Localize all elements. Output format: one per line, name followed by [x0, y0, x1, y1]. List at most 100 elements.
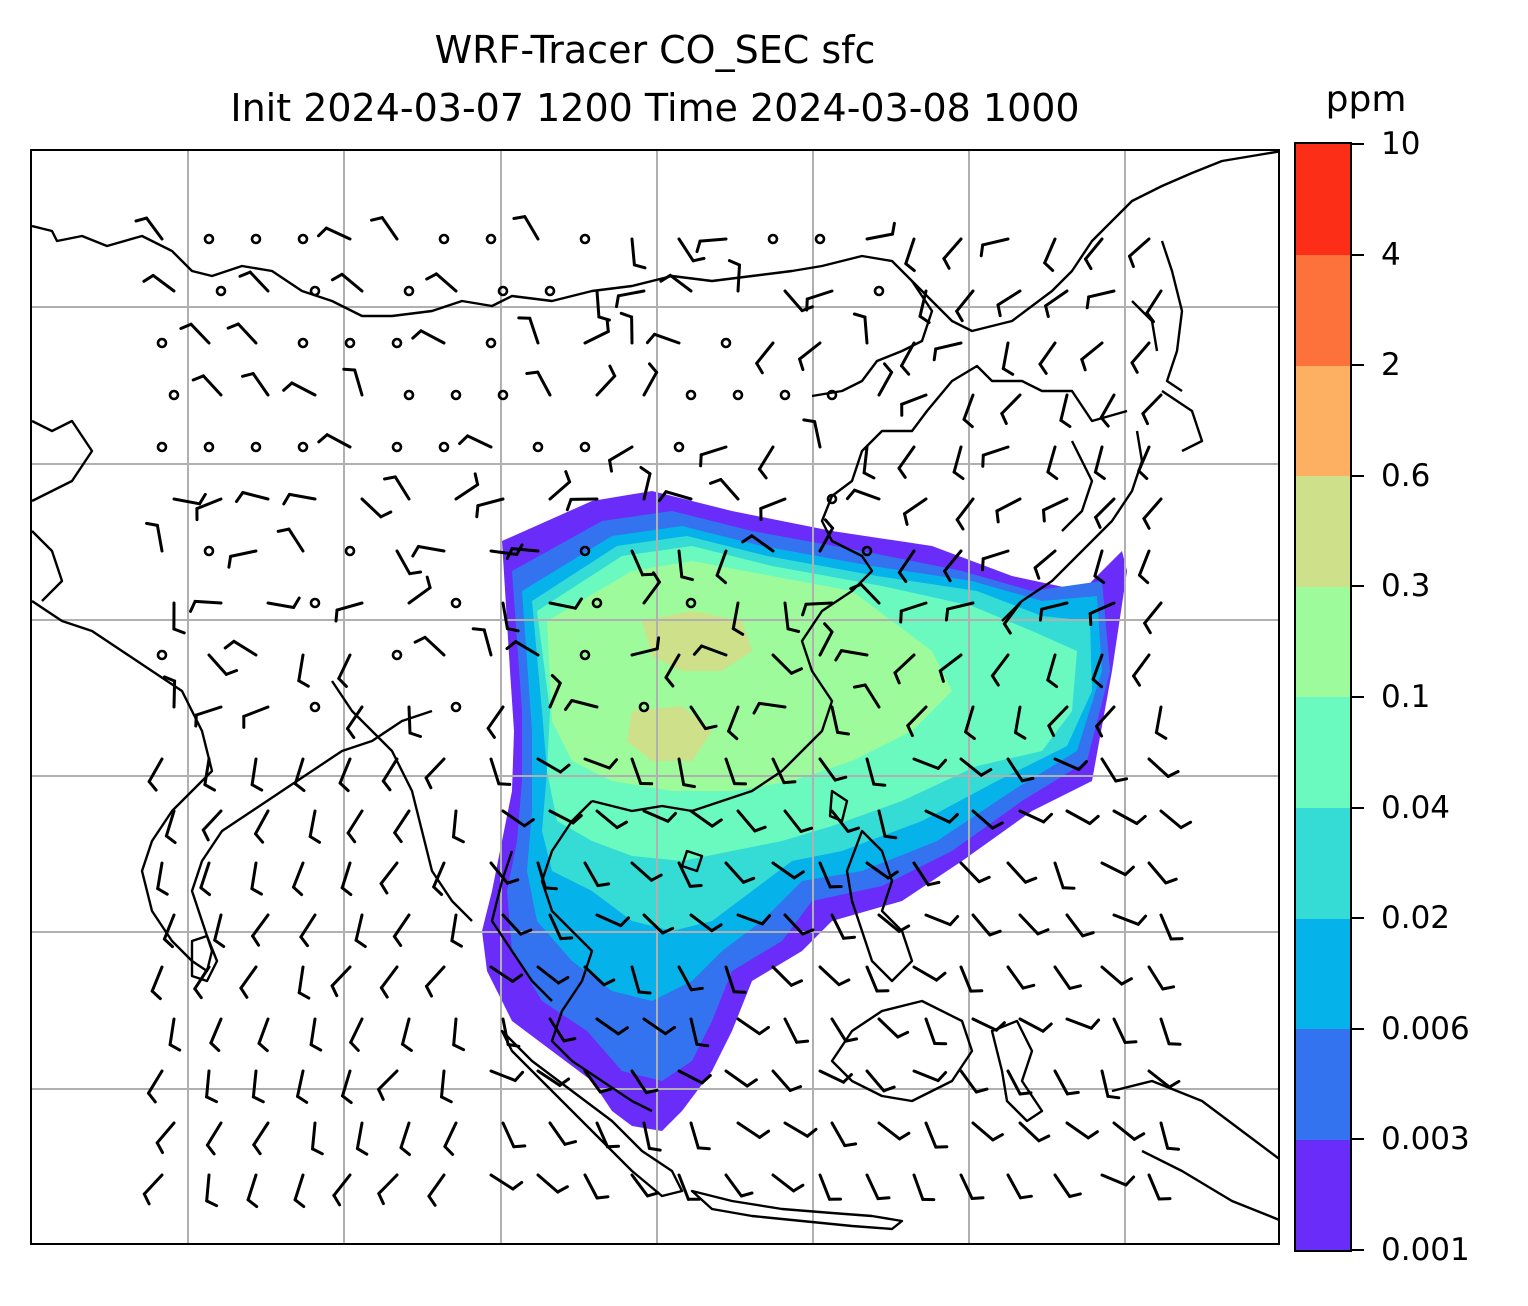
wind-barb-flag	[727, 729, 739, 741]
colorbar-tick	[1352, 806, 1364, 809]
wind-barb-flag	[788, 1085, 802, 1092]
wind-barb-flag	[522, 818, 535, 828]
calm-wind-marker	[168, 389, 180, 401]
coast-okhotsk	[811, 280, 934, 398]
wind-barb-staff	[195, 497, 223, 511]
wind-barb-staff	[757, 701, 787, 709]
wind-barb-staff	[248, 270, 270, 293]
wind-barb-staff	[863, 683, 881, 709]
wind-barb-flag	[309, 1043, 323, 1052]
wind-barb-staff	[425, 965, 446, 988]
calm-wind-marker	[297, 337, 309, 349]
wind-barb-flag	[564, 470, 572, 484]
wind-barb-flag	[399, 1146, 411, 1157]
wind-barb-staff	[330, 965, 352, 988]
wind-barb-staff	[489, 757, 501, 786]
wind-barb-staff	[452, 1017, 458, 1047]
wind-barb-flag	[506, 1043, 521, 1048]
colorbar-tick-label: 0.02	[1381, 900, 1451, 937]
wind-barb-staff	[818, 526, 835, 553]
wind-barb-staff	[1001, 341, 1010, 371]
wind-barb-staff	[194, 705, 223, 717]
wind-barb-flag	[974, 1087, 989, 1094]
wind-barb-flag	[1019, 1194, 1033, 1200]
wind-barb-staff	[877, 370, 894, 397]
wind-barb-staff	[698, 237, 728, 243]
wind-barb-staff	[395, 549, 412, 576]
wind-barb-staff	[630, 757, 643, 785]
calm-wind-marker	[391, 649, 403, 661]
wind-barb-flag	[943, 569, 952, 583]
wind-barb-flag	[452, 1043, 466, 1052]
wind-barb-flag	[655, 636, 661, 651]
wind-barb-staff	[1053, 965, 1072, 990]
wind-barb-flag	[1037, 1134, 1051, 1143]
wind-barb-staff	[715, 549, 728, 577]
wind-barb-staff	[1100, 965, 1124, 986]
wind-barb-staff	[959, 757, 983, 777]
wind-barb-flag	[981, 453, 985, 468]
wind-barb-flag	[900, 364, 911, 376]
wind-barb-staff	[548, 1017, 566, 1043]
wind-barb-staff	[981, 237, 1010, 247]
wind-barb-staff	[536, 965, 560, 985]
calm-wind-marker	[497, 285, 509, 297]
wind-barb-staff	[877, 809, 887, 838]
wind-barb-staff	[1014, 705, 1022, 735]
wind-barb-staff	[689, 809, 714, 828]
wind-barb-flag	[695, 239, 702, 254]
wind-barb-staff	[293, 757, 305, 786]
chart-title-line2: Init 2024-03-07 1200 Time 2024-03-08 100…	[230, 86, 1080, 130]
wind-barb-staff	[340, 272, 364, 293]
wind-barb-flag	[471, 627, 486, 632]
wind-barb-staff	[251, 1069, 258, 1099]
wind-barb-staff	[379, 861, 399, 886]
wind-barb-staff	[416, 545, 446, 553]
wind-barb-flag	[1041, 1022, 1053, 1033]
wind-barb-staff	[677, 1173, 690, 1201]
wind-barb-flag	[574, 597, 583, 610]
wind-barb-staff	[955, 497, 975, 522]
wind-barb-flag	[1141, 412, 1149, 426]
calm-wind-marker	[826, 493, 838, 505]
wind-barb-staff	[308, 809, 317, 838]
wind-barb-staff	[677, 965, 693, 992]
wind-barb-flag	[559, 936, 574, 941]
wind-barb-flag	[155, 1141, 164, 1154]
wind-barb-flag	[936, 1071, 948, 1083]
wind-barb-flag	[932, 347, 938, 362]
calm-wind-marker	[873, 285, 885, 297]
wind-barb-staff	[630, 237, 636, 267]
wind-barb-staff	[290, 381, 317, 397]
wind-barb-flag	[559, 763, 571, 774]
wind-barb-staff	[199, 861, 211, 890]
wind-barb-staff	[213, 913, 223, 942]
wind-barb-staff	[783, 809, 803, 833]
wind-barb-flag	[393, 831, 403, 844]
wind-barb-flag	[842, 935, 856, 940]
wind-barb-flag	[250, 887, 263, 896]
wind-barb-flag	[1132, 674, 1141, 687]
wind-barb-flag	[452, 835, 465, 844]
wind-barb-flag	[619, 916, 630, 928]
wind-barb-flag	[632, 263, 647, 270]
wind-barb-staff	[616, 289, 646, 298]
wind-barb-flag	[664, 676, 675, 688]
wind-barb-flag	[497, 782, 512, 786]
wind-barb-staff	[392, 913, 411, 938]
wind-barb-staff	[1006, 965, 1025, 990]
wind-barb-flag	[1024, 876, 1038, 884]
wind-barb-staff	[813, 420, 822, 449]
wind-barb-flag	[883, 834, 898, 840]
wind-barb-staff	[959, 1173, 974, 1200]
wind-barb-staff	[450, 913, 458, 943]
wind-barb-flag	[918, 314, 931, 324]
wind-barb-staff	[771, 653, 793, 675]
wind-barb-flag	[996, 303, 1002, 318]
wind-barb-staff	[489, 1173, 515, 1191]
wind-barb-flag	[1142, 517, 1151, 530]
wind-barb-flag	[450, 939, 463, 948]
wind-barb-staff	[912, 861, 930, 887]
wind-barb-staff	[1018, 1121, 1041, 1143]
wind-barb-flag	[226, 322, 240, 330]
